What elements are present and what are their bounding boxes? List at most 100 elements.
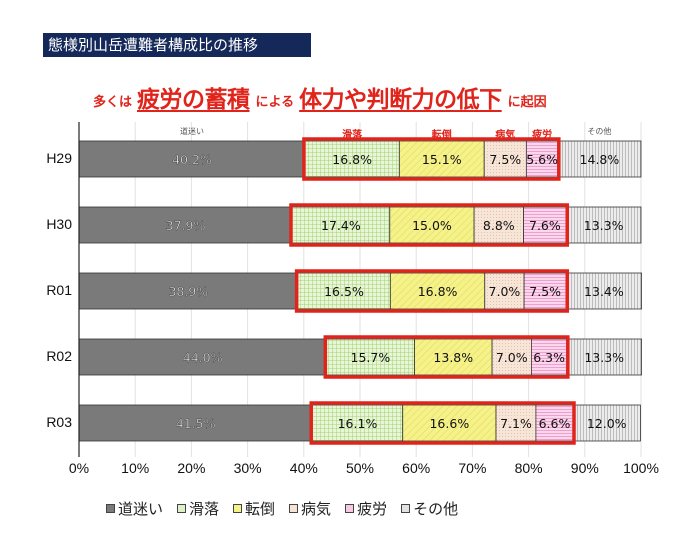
legend-label: 滑落 <box>189 500 220 518</box>
legend-swatch <box>401 504 411 513</box>
data-label: 16.1% <box>338 416 378 431</box>
legend: 道迷い 滑落 転倒 病気 疲労 その他 <box>106 498 458 519</box>
x-tick-label: 0% <box>68 460 90 476</box>
y-axis-label: H29 <box>46 150 72 166</box>
data-label: 7.6% <box>529 218 561 233</box>
highlight-box <box>309 401 576 445</box>
column-label: 転倒 <box>431 130 452 141</box>
y-axis-label: R03 <box>46 414 72 430</box>
legend-item: 道迷い <box>106 498 163 519</box>
bar-segment <box>484 272 525 310</box>
x-tick-label: 70% <box>458 460 487 476</box>
data-label: 15.1% <box>422 152 462 167</box>
data-label: 17.4% <box>321 218 361 233</box>
data-label: 38.9% <box>168 284 208 299</box>
bar-segment <box>572 404 641 442</box>
headline-part4: 体力や判断力の低下 <box>299 87 502 113</box>
bar-segment <box>78 338 327 376</box>
legend-label: 道迷い <box>118 500 164 518</box>
bar-segment <box>531 338 568 376</box>
highlight-box <box>323 335 570 379</box>
column-label: 道迷い <box>179 127 204 136</box>
legend-swatch <box>345 504 355 513</box>
bar-segment <box>78 404 313 442</box>
legend-item: 病気 <box>289 498 331 519</box>
legend-swatch <box>106 504 115 513</box>
data-label: 16.5% <box>324 284 364 299</box>
legend-label: 疲労 <box>357 500 388 518</box>
data-label: 13.3% <box>584 350 624 365</box>
legend-label: その他 <box>413 500 459 518</box>
legend-swatch <box>289 504 299 513</box>
data-label: 8.8% <box>483 218 515 233</box>
bar-segment <box>566 338 642 376</box>
data-label: 15.0% <box>412 218 452 233</box>
bar-segment <box>78 272 299 310</box>
y-axis-label: R01 <box>46 282 72 298</box>
data-label: 13.3% <box>584 218 624 233</box>
data-label: 15.7% <box>351 350 391 365</box>
data-label: 16.6% <box>429 416 469 431</box>
bar-segment <box>402 404 497 442</box>
y-axis-label: H30 <box>46 216 72 232</box>
legend-item: 疲労 <box>345 498 387 519</box>
x-tick-label: 90% <box>570 460 599 476</box>
data-label: 16.8% <box>418 284 458 299</box>
data-label: 7.0% <box>496 350 528 365</box>
data-label: 7.1% <box>500 416 532 431</box>
bar-segment <box>535 404 574 442</box>
headline-part1: 多くは <box>93 95 133 110</box>
data-label: 41.5% <box>176 416 216 431</box>
legend-swatch <box>177 504 187 513</box>
x-tick-label: 60% <box>402 460 431 476</box>
data-label: 7.0% <box>489 284 521 299</box>
chart-title: 態様別山岳遭難者構成比の推移 <box>43 33 311 57</box>
bar-segment <box>389 272 486 310</box>
bar-segment <box>483 140 527 178</box>
x-tick-label: 100% <box>623 460 659 476</box>
data-label: 37.9% <box>166 218 206 233</box>
bar-segment <box>389 206 475 244</box>
headline: 多くは 疲労の蓄積 による 体力や判断力の低下 に起因 <box>93 80 552 114</box>
data-label: 13.4% <box>584 284 624 299</box>
data-labels: 40.2% 16.8% 15.1% 7.5% 5.6% 14.8% 37.9% 17.4% 15… <box>165 152 627 431</box>
data-label: 7.5% <box>489 152 521 167</box>
bars <box>78 140 642 442</box>
data-label: 14.8% <box>580 152 620 167</box>
bar-segment <box>414 338 493 376</box>
x-tick-label: 50% <box>345 460 375 476</box>
highlight-boxes <box>289 137 576 445</box>
headline-part3: による <box>255 95 295 110</box>
bar-segment <box>291 206 391 244</box>
data-label: 40.2% <box>172 152 212 167</box>
x-tick-label: 40% <box>289 460 318 476</box>
data-label: 6.3% <box>533 350 565 365</box>
legend-item: その他 <box>401 498 458 519</box>
data-label: 6.6% <box>539 416 571 431</box>
bar-segment <box>491 338 532 376</box>
data-label: 5.6% <box>526 152 558 167</box>
x-tick-label: 80% <box>514 460 543 476</box>
bar-segment <box>311 404 404 442</box>
bar-segment <box>78 206 293 244</box>
x-tick-label: 30% <box>233 460 262 476</box>
data-label: 7.5% <box>529 284 561 299</box>
legend-swatch <box>233 504 243 513</box>
highlight-box <box>289 203 570 247</box>
data-label: 13.8% <box>433 350 473 365</box>
legend-label: 病気 <box>301 500 332 518</box>
column-label: その他 <box>587 127 612 136</box>
x-tick-label: 20% <box>177 460 206 476</box>
x-tick-label: 10% <box>121 460 150 476</box>
headline-part5: に起因 <box>507 95 547 110</box>
bar-segment <box>297 272 391 310</box>
column-label: 病気 <box>495 130 516 141</box>
column-label: 滑落 <box>342 130 363 141</box>
bar-segment <box>565 272 642 310</box>
data-label: 12.0% <box>587 416 627 431</box>
y-axis-label: R02 <box>46 348 72 364</box>
column-label: 疲労 <box>532 130 553 141</box>
bar-segment <box>565 206 642 244</box>
bar-segment <box>523 272 567 310</box>
